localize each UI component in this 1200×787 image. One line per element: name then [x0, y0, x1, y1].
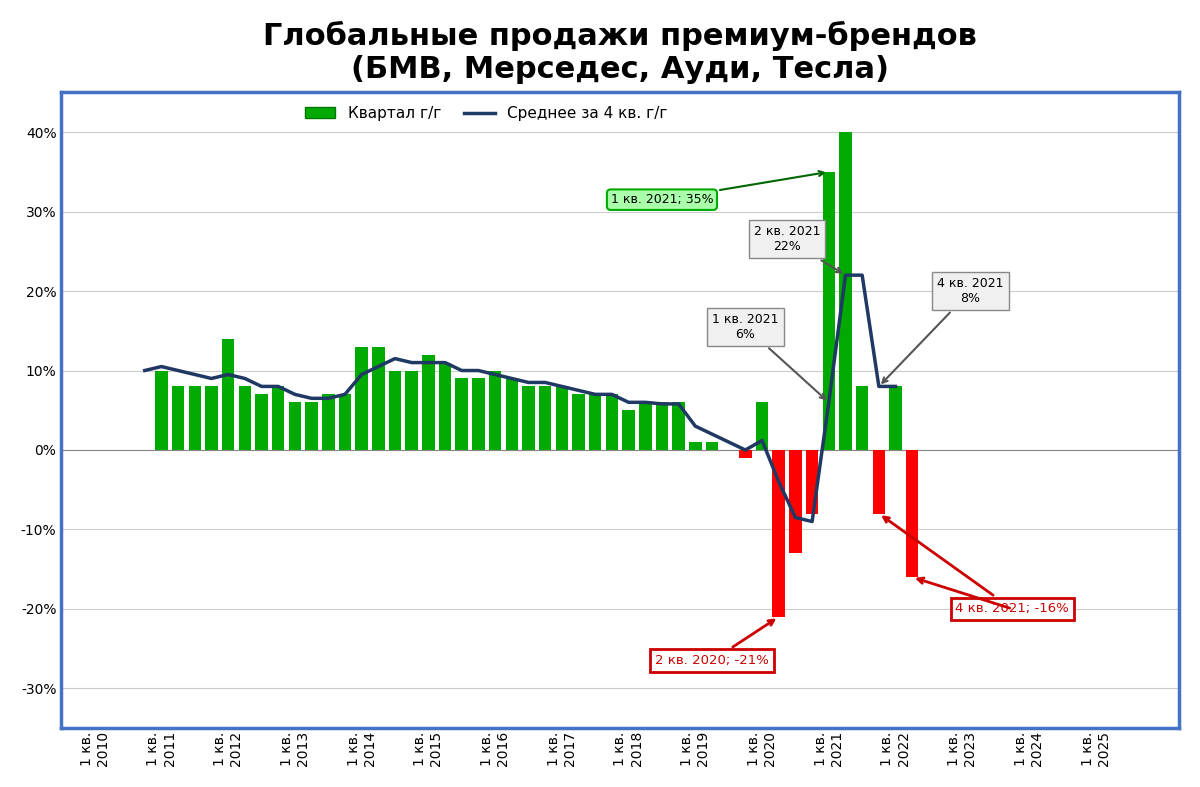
Bar	[372, 347, 384, 450]
Bar	[188, 386, 202, 450]
Bar	[239, 386, 251, 450]
Bar	[806, 450, 818, 514]
Bar	[272, 386, 284, 450]
Bar	[739, 450, 751, 458]
Bar	[556, 386, 568, 450]
Bar	[422, 355, 434, 450]
Text: 4 кв. 2021
8%: 4 кв. 2021 8%	[882, 277, 1004, 382]
Bar	[355, 347, 368, 450]
Bar	[522, 386, 535, 450]
Bar	[205, 386, 217, 450]
Bar	[222, 338, 234, 450]
Bar	[906, 450, 918, 577]
Bar	[172, 386, 185, 450]
Bar	[322, 394, 335, 450]
Bar	[856, 386, 869, 450]
Bar	[256, 394, 268, 450]
Bar	[672, 402, 685, 450]
Bar	[839, 132, 852, 450]
Bar	[505, 379, 518, 450]
Bar	[338, 394, 352, 450]
Bar	[623, 410, 635, 450]
Text: 2 кв. 2021
22%: 2 кв. 2021 22%	[754, 225, 841, 272]
Bar	[305, 402, 318, 450]
Text: 1 кв. 2021
6%: 1 кв. 2021 6%	[712, 312, 826, 399]
Bar	[889, 386, 901, 450]
Bar	[572, 394, 584, 450]
Bar	[488, 371, 502, 450]
Bar	[689, 442, 702, 450]
Bar	[289, 402, 301, 450]
Text: 1 кв. 2021; 35%: 1 кв. 2021; 35%	[611, 171, 823, 206]
Bar	[655, 402, 668, 450]
Bar	[773, 450, 785, 617]
Bar	[389, 371, 401, 450]
Legend: Квартал г/г, Среднее за 4 кв. г/г: Квартал г/г, Среднее за 4 кв. г/г	[299, 100, 673, 127]
Bar	[439, 363, 451, 450]
Text: 4 кв. 2021; -16%: 4 кв. 2021; -16%	[883, 517, 1069, 615]
Bar	[756, 402, 768, 450]
Bar	[155, 371, 168, 450]
Text: 2 кв. 2020; -21%: 2 кв. 2020; -21%	[655, 620, 774, 667]
Bar	[822, 172, 835, 450]
Bar	[456, 379, 468, 450]
Bar	[790, 450, 802, 553]
Bar	[472, 379, 485, 450]
Title: Глобальные продажи премиум-брендов
(БМВ, Мерседес, Ауди, Тесла): Глобальные продажи премиум-брендов (БМВ,…	[263, 20, 977, 84]
Bar	[589, 394, 601, 450]
Bar	[872, 450, 886, 514]
Bar	[606, 394, 618, 450]
Bar	[640, 402, 652, 450]
Bar	[406, 371, 418, 450]
Bar	[539, 386, 552, 450]
Bar	[706, 442, 719, 450]
